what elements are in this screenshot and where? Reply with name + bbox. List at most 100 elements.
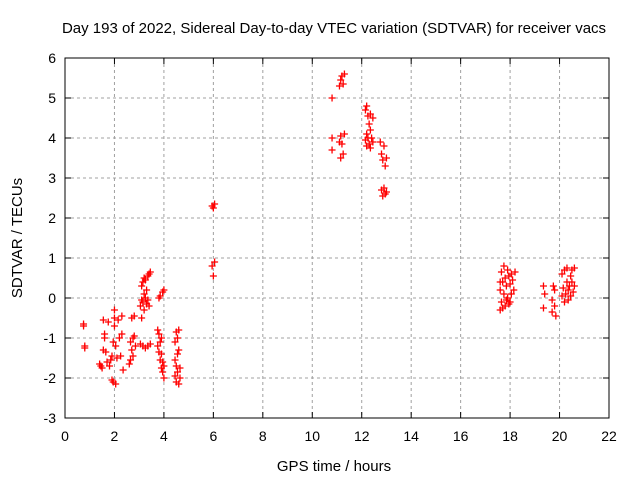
data-point — [127, 356, 135, 364]
data-point — [569, 288, 577, 296]
data-point — [501, 274, 509, 282]
x-tick-label: 14 — [403, 428, 419, 444]
data-point — [101, 334, 109, 342]
data-point — [106, 362, 114, 370]
data-point — [339, 80, 347, 88]
data-point — [140, 306, 148, 314]
data-point — [157, 350, 165, 358]
data-point — [363, 102, 371, 110]
data-point — [110, 322, 118, 330]
data-point — [141, 276, 149, 284]
data-point — [114, 316, 122, 324]
data-point — [117, 352, 125, 360]
data-point — [563, 264, 571, 272]
data-point — [551, 302, 559, 310]
x-tick-label: 2 — [111, 428, 119, 444]
data-point — [171, 338, 179, 346]
data-point — [340, 130, 348, 138]
data-point — [558, 292, 566, 300]
data-point — [558, 270, 566, 278]
data-point — [379, 156, 387, 164]
data-point — [548, 308, 556, 316]
data-point — [175, 326, 183, 334]
data-point — [507, 290, 515, 298]
data-point — [335, 82, 343, 90]
data-point — [552, 312, 560, 320]
data-point — [159, 358, 167, 366]
data-point — [81, 344, 89, 352]
y-tick-label: -2 — [44, 370, 57, 386]
data-point — [551, 286, 559, 294]
data-point — [118, 312, 126, 320]
data-point — [176, 364, 184, 372]
data-point — [497, 268, 505, 276]
data-point — [211, 200, 219, 208]
data-point — [366, 126, 374, 134]
data-point — [118, 330, 126, 338]
data-point — [138, 282, 146, 290]
data-point — [146, 340, 154, 348]
data-point — [497, 298, 505, 306]
data-point — [130, 312, 138, 320]
data-point — [496, 278, 504, 286]
data-point — [376, 138, 384, 146]
data-point — [130, 332, 138, 340]
data-point — [104, 318, 112, 326]
data-point — [131, 342, 139, 350]
data-point — [171, 372, 179, 380]
data-point — [382, 154, 390, 162]
data-point — [174, 334, 182, 342]
data-point — [172, 362, 180, 370]
data-point — [504, 294, 512, 302]
data-point — [380, 142, 388, 150]
data-point — [175, 380, 183, 388]
y-tick-label: -1 — [44, 330, 57, 346]
data-point — [337, 76, 345, 84]
data-point — [110, 306, 118, 314]
data-point — [119, 366, 127, 374]
chart-title: Day 193 of 2022, Sidereal Day-to-day VTE… — [62, 20, 606, 37]
data-point — [366, 110, 374, 118]
y-tick-label: 6 — [48, 50, 56, 66]
axis-ticks — [64, 57, 610, 419]
data-point — [136, 302, 144, 310]
data-point — [107, 356, 115, 364]
data-point — [125, 360, 133, 368]
data-point — [381, 162, 389, 170]
data-point — [549, 282, 557, 290]
data-point — [157, 334, 165, 342]
data-point — [369, 138, 377, 146]
data-point — [176, 374, 184, 382]
data-point — [140, 290, 148, 298]
data-point — [155, 330, 163, 338]
data-point — [365, 120, 373, 128]
data-point — [160, 374, 168, 382]
y-tick-label: 4 — [48, 130, 56, 146]
data-point — [112, 342, 120, 350]
data-point — [128, 346, 136, 354]
x-tick-label: 22 — [601, 428, 617, 444]
data-point — [361, 106, 369, 114]
x-tick-label: 18 — [502, 428, 518, 444]
y-tick-label: -3 — [44, 410, 57, 426]
data-point — [541, 290, 549, 298]
data-point — [174, 350, 182, 358]
x-tick-label: 10 — [304, 428, 320, 444]
data-point — [328, 134, 336, 142]
grid-lines — [65, 58, 609, 418]
data-point — [567, 272, 575, 280]
data-point — [507, 270, 515, 278]
data-point — [366, 144, 374, 152]
data-point — [506, 298, 514, 306]
data-point — [328, 146, 336, 154]
data-point — [506, 280, 514, 288]
plot-frame — [64, 57, 610, 419]
data-point — [112, 380, 120, 388]
data-point — [500, 262, 508, 270]
data-point — [144, 296, 152, 304]
data-point — [209, 204, 217, 212]
data-point — [129, 352, 137, 360]
data-point — [539, 304, 547, 312]
x-tick-label: 0 — [61, 428, 69, 444]
